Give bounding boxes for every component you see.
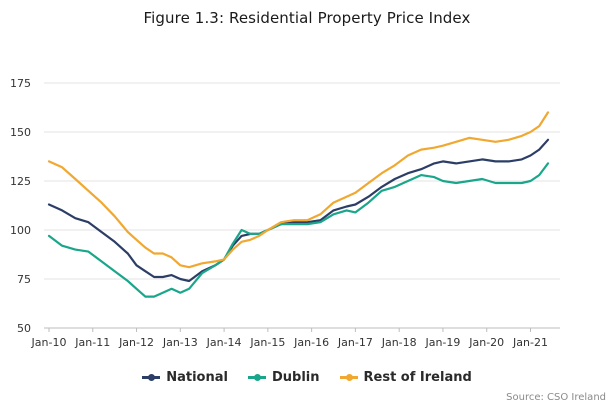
grid-lines — [44, 82, 560, 280]
legend-label-national: National — [166, 370, 228, 385]
legend-item-rest-of-ireland: Rest of Ireland — [339, 370, 472, 385]
series-line-dublin — [47, 162, 550, 298]
x-axis: Jan-10 Jan-11 Jan-12 Jan-13 Jan-14 Jan-15 Jan-… — [31, 327, 560, 349]
x-tick-label: Jan-11 — [74, 336, 110, 349]
x-tick-label: Jan-14 — [206, 336, 242, 349]
legend-swatch-rest-of-ireland — [339, 374, 358, 381]
legend: National Dublin Rest of Ireland — [0, 370, 614, 385]
legend-swatch-dublin — [247, 374, 266, 381]
series-line-national — [47, 138, 550, 283]
series-line-rest-of-ireland — [47, 111, 550, 269]
x-tick-label: Jan-20 — [468, 336, 504, 349]
x-tick-label: Jan-15 — [249, 336, 285, 349]
chart-title: Figure 1.3: Residential Property Price I… — [143, 9, 471, 27]
source-note: Source: CSO Ireland — [506, 392, 606, 403]
legend-label-rest-of-ireland: Rest of Ireland — [363, 370, 472, 385]
x-tick-label: Jan-12 — [118, 336, 154, 349]
legend-item-dublin: Dublin — [247, 370, 320, 385]
series-lines — [47, 111, 550, 298]
x-tick-label: Jan-10 — [31, 336, 67, 349]
y-tick-label: 125 — [10, 175, 31, 188]
y-tick-label: 100 — [10, 224, 31, 237]
legend-label-dublin: Dublin — [271, 370, 320, 385]
y-tick-label: 175 — [10, 77, 31, 90]
x-tick-label: Jan-21 — [512, 336, 548, 349]
y-axis-ticks: 50 75 100 125 150 175 — [10, 77, 31, 335]
y-tick-label: 75 — [17, 273, 31, 286]
y-tick-label: 150 — [10, 126, 31, 139]
legend-item-national: National — [142, 370, 228, 385]
x-tick-label: Jan-16 — [293, 336, 329, 349]
y-tick-label: 50 — [17, 322, 31, 335]
legend-swatch-national — [142, 374, 161, 381]
x-tick-label: Jan-13 — [162, 336, 198, 349]
x-tick-label: Jan-19 — [424, 336, 460, 349]
x-tick-label: Jan-17 — [337, 336, 373, 349]
x-tick-label: Jan-18 — [381, 336, 417, 349]
